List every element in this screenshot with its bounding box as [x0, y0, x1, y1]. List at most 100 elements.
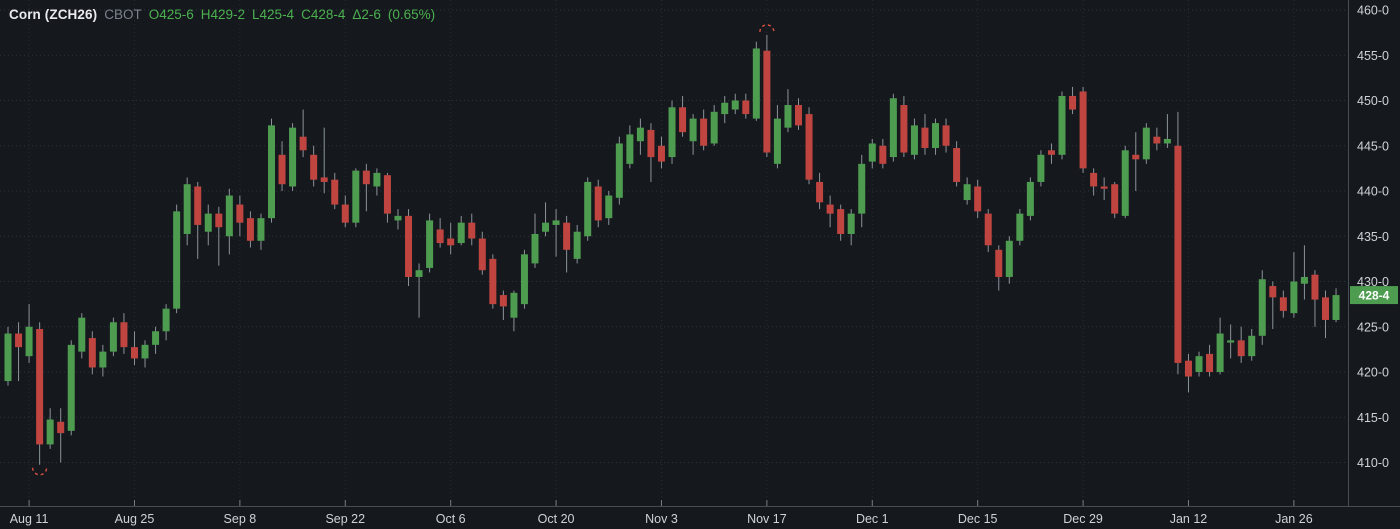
candle-body-up [352, 170, 360, 223]
candle [67, 340, 75, 436]
last-price-badge: 428-4 [1350, 286, 1398, 305]
candle-body-up [858, 163, 866, 214]
candle [478, 231, 486, 275]
candle [225, 188, 233, 255]
candle-body-up [394, 215, 402, 221]
candle-body-down [1132, 154, 1140, 160]
candle [1058, 91, 1066, 160]
candle [36, 322, 44, 465]
candle [847, 209, 855, 246]
date-axis-label: Jan 26 [1275, 512, 1313, 526]
candle [900, 95, 908, 158]
candle-body-up [868, 143, 876, 162]
candle [236, 195, 244, 237]
candle [647, 123, 655, 182]
chart-header: Corn (ZCH26) CBOT O425-6 H429-2 L425-4 C… [9, 7, 435, 22]
candle-body-up [183, 184, 191, 234]
candle-body-up [847, 213, 855, 234]
candle [289, 123, 297, 191]
candle [879, 138, 887, 169]
price-axis-label: 435-0 [1357, 230, 1389, 244]
symbol-title: Corn (ZCH26) [9, 7, 98, 22]
candle-body-up [67, 344, 75, 431]
price-axis-label: 430-0 [1357, 275, 1389, 289]
contract-high-marker [759, 24, 775, 32]
candle-body-up [46, 419, 54, 445]
candle-body-up [1058, 95, 1066, 155]
candle [299, 109, 307, 158]
candle-body-down [1069, 95, 1077, 110]
candle-body-up [1142, 127, 1150, 160]
candle-body-down [1279, 297, 1287, 311]
candle-body-up [731, 100, 739, 110]
date-axis[interactable]: Aug 11 Aug 25 Sep 8 Sep 22 Oct 6 Oct 20 Nov 3 N… [10, 500, 1313, 526]
candle [152, 326, 160, 354]
candle-body-down [805, 114, 813, 180]
candle-body-down [278, 154, 286, 185]
price-axis[interactable]: 460-0 455-0 450-0 445-0 440-0 435-0 430-0 425-0… [1357, 4, 1389, 471]
candle-body-down [816, 181, 824, 203]
candle-body-down [194, 186, 202, 225]
candle-body-up [573, 231, 581, 259]
candle-body-up [932, 123, 940, 149]
date-axis-label: Oct 6 [436, 512, 466, 526]
candle [383, 172, 391, 223]
candle-body-down [1174, 145, 1182, 363]
candle [710, 105, 718, 146]
candle [1322, 290, 1329, 339]
candle [130, 331, 138, 366]
price-axis-label: 420-0 [1357, 366, 1389, 380]
candle-body-up [257, 218, 265, 241]
candle [932, 118, 940, 155]
candle-body-down [478, 238, 486, 271]
candle [1332, 288, 1340, 323]
candle [942, 118, 950, 153]
candle [120, 313, 128, 354]
candle-body-down [1079, 91, 1087, 169]
candle-body-down [1047, 150, 1055, 155]
quote-close: C428-4 [301, 7, 346, 22]
date-axis-label: Aug 25 [115, 512, 155, 526]
candle [921, 114, 929, 155]
candle [1090, 168, 1098, 196]
candle [700, 109, 708, 151]
candle-body-up [1290, 281, 1298, 314]
candle [278, 141, 286, 191]
candle [974, 179, 982, 219]
candle-body-up [1005, 240, 1013, 277]
candle-body-up [373, 172, 381, 187]
candle-body-down [1311, 274, 1319, 300]
candle [679, 95, 687, 137]
candle [963, 177, 971, 205]
candle-body-down [700, 118, 708, 146]
quote-low: L425-4 [252, 7, 295, 22]
candle-body-down [763, 50, 771, 153]
candle-body-down [130, 347, 138, 359]
candle-body-down [647, 129, 655, 158]
candle-body-down [310, 154, 318, 180]
candle [1206, 344, 1214, 377]
candle-body-up [752, 48, 760, 119]
candle-body-up [426, 220, 434, 268]
candle [626, 125, 634, 169]
candle-body-down [995, 249, 1003, 277]
candle-body-up [710, 111, 718, 144]
candle [1227, 324, 1235, 359]
candle [320, 127, 328, 194]
candle-body-down [1090, 172, 1098, 187]
candle-body-down [1111, 184, 1119, 214]
candle-body-up [141, 344, 149, 359]
candle [531, 213, 539, 268]
candle [615, 136, 623, 205]
candle-body-up [1163, 138, 1171, 144]
candle [520, 249, 528, 309]
candle [1290, 252, 1298, 318]
candle [341, 195, 349, 228]
candle-body-down [489, 258, 497, 305]
candle [552, 209, 560, 257]
candle-body-up [584, 181, 592, 237]
candle [668, 100, 676, 164]
candle [426, 213, 434, 273]
